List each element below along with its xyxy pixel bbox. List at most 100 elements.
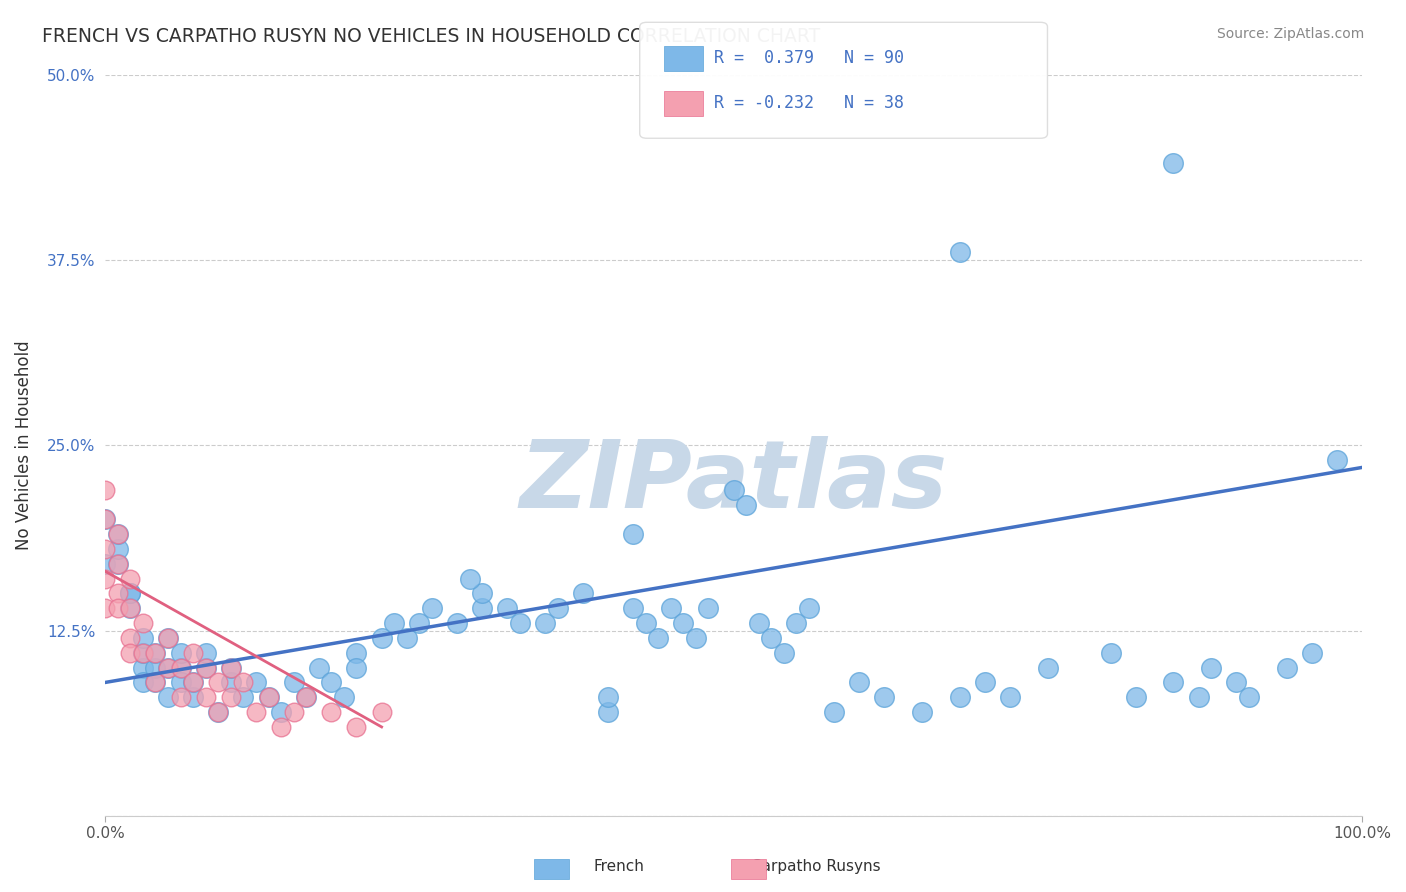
Point — [596, 705, 619, 719]
Text: Source: ZipAtlas.com: Source: ZipAtlas.com — [1216, 27, 1364, 41]
Point — [94, 541, 117, 556]
Point — [120, 601, 142, 615]
Point — [621, 527, 644, 541]
Point — [911, 705, 934, 719]
Point — [245, 675, 267, 690]
Point — [132, 660, 155, 674]
Point — [245, 705, 267, 719]
Point — [219, 660, 242, 674]
Point — [257, 690, 280, 705]
Point — [420, 601, 443, 615]
Point — [346, 720, 368, 734]
Point — [761, 631, 783, 645]
Point — [181, 690, 204, 705]
Point — [107, 586, 129, 600]
Point — [107, 541, 129, 556]
Point — [547, 601, 569, 615]
Point — [458, 572, 481, 586]
Point — [283, 705, 305, 719]
Point — [94, 557, 117, 571]
Point — [94, 572, 117, 586]
Point — [132, 675, 155, 690]
Point — [120, 586, 142, 600]
Point — [621, 601, 644, 615]
Point — [1163, 675, 1185, 690]
Text: ZIPatlas: ZIPatlas — [519, 436, 948, 528]
Point — [94, 512, 117, 526]
Point — [156, 690, 179, 705]
Point — [120, 646, 142, 660]
Point — [207, 705, 229, 719]
Point — [748, 616, 770, 631]
Text: FRENCH VS CARPATHO RUSYN NO VEHICLES IN HOUSEHOLD CORRELATION CHART: FRENCH VS CARPATHO RUSYN NO VEHICLES IN … — [42, 27, 821, 45]
Point — [145, 646, 167, 660]
Point — [321, 675, 343, 690]
Point — [107, 601, 129, 615]
Point — [823, 705, 845, 719]
Point — [1326, 453, 1348, 467]
Point — [145, 646, 167, 660]
Point — [132, 646, 155, 660]
Text: Carpatho Rusyns: Carpatho Rusyns — [751, 859, 880, 874]
Point — [94, 483, 117, 497]
Point — [107, 527, 129, 541]
Point — [333, 690, 356, 705]
Point — [181, 646, 204, 660]
Point — [974, 675, 997, 690]
Point — [120, 601, 142, 615]
Point — [181, 675, 204, 690]
Point — [270, 720, 292, 734]
Point — [270, 705, 292, 719]
Point — [509, 616, 531, 631]
Point — [1225, 675, 1247, 690]
Point — [132, 646, 155, 660]
Point — [949, 245, 972, 260]
Point — [697, 601, 720, 615]
Point — [145, 675, 167, 690]
Point — [446, 616, 468, 631]
Point — [132, 631, 155, 645]
Point — [194, 660, 217, 674]
Point — [169, 660, 191, 674]
Point — [283, 675, 305, 690]
Point — [194, 646, 217, 660]
Point — [723, 483, 745, 497]
Point — [156, 631, 179, 645]
Point — [1199, 660, 1222, 674]
Point — [998, 690, 1021, 705]
Point — [156, 660, 179, 674]
Point — [848, 675, 870, 690]
Point — [207, 705, 229, 719]
Y-axis label: No Vehicles in Household: No Vehicles in Household — [15, 341, 32, 550]
Point — [94, 512, 117, 526]
Point — [395, 631, 418, 645]
Point — [169, 690, 191, 705]
Point — [659, 601, 682, 615]
Point — [145, 660, 167, 674]
Point — [1187, 690, 1209, 705]
Point — [1275, 660, 1298, 674]
Text: R = -0.232   N = 38: R = -0.232 N = 38 — [714, 94, 904, 112]
Point — [156, 631, 179, 645]
Point — [120, 572, 142, 586]
Point — [634, 616, 657, 631]
Point — [194, 660, 217, 674]
Point — [321, 705, 343, 719]
Point — [219, 675, 242, 690]
Point — [107, 557, 129, 571]
Point — [145, 675, 167, 690]
Text: R =  0.379   N = 90: R = 0.379 N = 90 — [714, 49, 904, 67]
Point — [181, 675, 204, 690]
Point — [370, 631, 392, 645]
Point — [1125, 690, 1147, 705]
Point — [219, 690, 242, 705]
Text: French: French — [593, 859, 644, 874]
Point — [194, 690, 217, 705]
Point — [471, 601, 494, 615]
Point — [132, 616, 155, 631]
Point — [949, 690, 972, 705]
Point — [295, 690, 318, 705]
Point — [370, 705, 392, 719]
Point — [685, 631, 707, 645]
Point — [382, 616, 405, 631]
